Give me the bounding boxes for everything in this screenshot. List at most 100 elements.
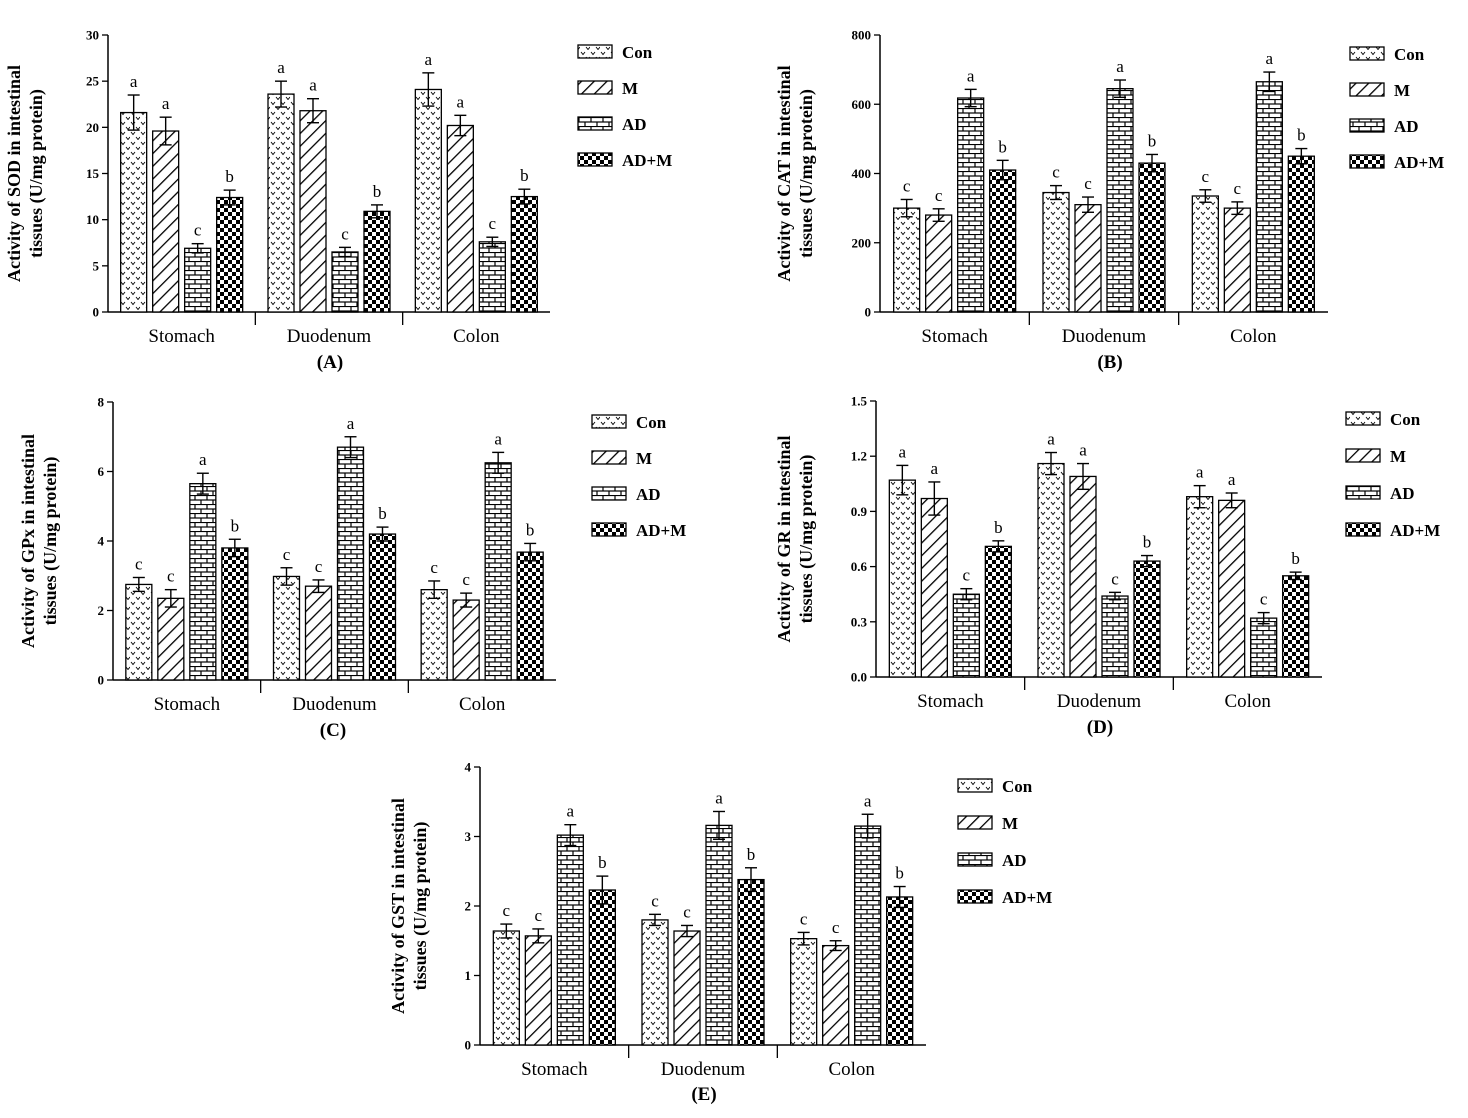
significance-letter: c bbox=[832, 918, 840, 937]
legend-swatch-ad bbox=[957, 852, 993, 867]
legend-swatch-ad bbox=[591, 486, 627, 501]
legend-label-m: M bbox=[636, 449, 652, 468]
significance-letter: b bbox=[520, 166, 529, 185]
bar-ad-m-colon bbox=[510, 195, 538, 313]
significance-letter: c bbox=[167, 567, 175, 586]
x-category-label-colon: Colon bbox=[453, 326, 500, 347]
legend-swatch-m bbox=[591, 450, 627, 465]
significance-letter: b bbox=[1148, 131, 1157, 150]
significance-letter: b bbox=[1291, 549, 1300, 568]
legend-label-con: Con bbox=[1390, 410, 1421, 429]
significance-letter: c bbox=[800, 909, 808, 928]
legend-label-con: Con bbox=[1394, 45, 1425, 64]
legend-label-con: Con bbox=[636, 413, 667, 432]
bar-ad-colon bbox=[1255, 81, 1283, 313]
significance-letter: b bbox=[225, 167, 234, 186]
bar-m-duodenum bbox=[1074, 204, 1102, 313]
significance-letter: a bbox=[277, 58, 285, 77]
y-tick-label: 0 bbox=[93, 305, 100, 320]
significance-letter: c bbox=[651, 891, 659, 910]
significance-letter: b bbox=[526, 520, 535, 539]
significance-letter: b bbox=[747, 845, 756, 864]
y-tick-label: 1 bbox=[465, 968, 472, 983]
y-axis-label-line: tissues (U/mg protein) bbox=[26, 89, 47, 258]
legend-label-ad: AD bbox=[622, 115, 647, 134]
bar-con-stomach bbox=[492, 930, 520, 1046]
bar-ad-m-colon bbox=[1287, 155, 1315, 313]
y-tick-label: 4 bbox=[465, 760, 472, 775]
legend-swatch-ad-m bbox=[1349, 154, 1385, 169]
bar-m-duodenum bbox=[304, 585, 333, 681]
significance-letter: c bbox=[535, 906, 543, 925]
y-tick-label: 0 bbox=[465, 1038, 472, 1053]
legend-label-ad-m: AD+M bbox=[622, 151, 672, 170]
legend-label-ad-m: AD+M bbox=[1390, 521, 1440, 540]
bar-ad-m-stomach bbox=[588, 889, 616, 1046]
legend-swatch-con bbox=[957, 778, 993, 793]
bar-con-duodenum bbox=[272, 575, 301, 681]
y-tick-label: 2 bbox=[98, 603, 105, 618]
significance-letter: c bbox=[1260, 590, 1268, 609]
x-category-label-duodenum: Duodenum bbox=[1062, 326, 1147, 347]
legend-label-con: Con bbox=[622, 43, 653, 62]
bar-con-colon bbox=[414, 88, 442, 313]
legend-label-ad: AD bbox=[1390, 484, 1415, 503]
bar-m-colon bbox=[446, 124, 474, 313]
y-tick-label: 1.2 bbox=[851, 449, 867, 464]
significance-letter: b bbox=[1143, 533, 1152, 552]
significance-letter: a bbox=[967, 66, 975, 85]
significance-letter: a bbox=[931, 459, 939, 478]
significance-letter: c bbox=[683, 902, 691, 921]
x-category-label-stomach: Stomach bbox=[921, 326, 988, 347]
panel-label: (C) bbox=[320, 720, 346, 741]
y-tick-label: 0 bbox=[98, 673, 105, 688]
legend-swatch-m bbox=[577, 80, 613, 95]
significance-letter: a bbox=[309, 76, 317, 95]
significance-letter: c bbox=[903, 176, 911, 195]
significance-letter: a bbox=[1116, 57, 1124, 76]
x-category-label-duodenum: Duodenum bbox=[661, 1059, 746, 1080]
panel-gst: 0 1 2 3 4 Activity of GST in intestinal tissue… bbox=[388, 760, 1052, 1106]
significance-letter: b bbox=[598, 853, 607, 872]
bar-ad-m-stomach bbox=[984, 545, 1012, 678]
y-axis-label-line: tissues (U/mg protein) bbox=[796, 89, 817, 258]
x-category-label-colon: Colon bbox=[1230, 326, 1277, 347]
significance-letter: c bbox=[489, 214, 497, 233]
legend-swatch-con bbox=[1349, 46, 1385, 61]
significance-letter: b bbox=[378, 504, 387, 523]
significance-letter: c bbox=[1202, 167, 1210, 186]
significance-letter: a bbox=[1047, 430, 1055, 449]
legend-label-m: M bbox=[1390, 447, 1406, 466]
legend-swatch-ad bbox=[577, 116, 613, 131]
significance-letter: a bbox=[1266, 49, 1274, 68]
significance-letter: c bbox=[341, 224, 349, 243]
legend-label-m: M bbox=[1394, 81, 1410, 100]
significance-letter: b bbox=[373, 182, 382, 201]
y-tick-label: 4 bbox=[98, 534, 105, 549]
bar-ad-colon bbox=[478, 241, 506, 313]
legend-label-ad: AD bbox=[636, 485, 661, 504]
x-category-label-stomach: Stomach bbox=[521, 1059, 588, 1080]
significance-letter: a bbox=[199, 450, 207, 469]
y-axis-label-line: Activity of CAT in intestinal bbox=[774, 65, 794, 281]
legend-swatch-ad bbox=[1345, 485, 1381, 500]
significance-letter: a bbox=[567, 802, 575, 821]
panel-sod: 0 5 10 15 20 25 30 Activity of SOD in intestina… bbox=[4, 28, 672, 374]
significance-letter: b bbox=[998, 137, 1007, 156]
bar-ad-m-stomach bbox=[216, 196, 244, 313]
y-tick-label: 10 bbox=[86, 212, 99, 227]
bar-con-colon bbox=[790, 938, 818, 1046]
significance-letter: a bbox=[1196, 463, 1204, 482]
x-category-label-stomach: Stomach bbox=[154, 694, 221, 715]
legend-swatch-con bbox=[577, 44, 613, 59]
bar-ad-stomach bbox=[556, 834, 584, 1046]
significance-letter: a bbox=[425, 50, 433, 69]
panel-gr: 0.0 0.3 0.6 0.9 1.2 1.5 Activity of GR in inte… bbox=[774, 394, 1440, 739]
bar-ad-duodenum bbox=[1101, 595, 1129, 678]
bar-con-duodenum bbox=[267, 93, 295, 313]
bar-m-colon bbox=[1223, 207, 1251, 313]
significance-letter: c bbox=[194, 221, 202, 240]
bar-ad-stomach bbox=[952, 593, 980, 678]
significance-letter: b bbox=[895, 864, 904, 883]
y-tick-label: 20 bbox=[86, 120, 99, 135]
